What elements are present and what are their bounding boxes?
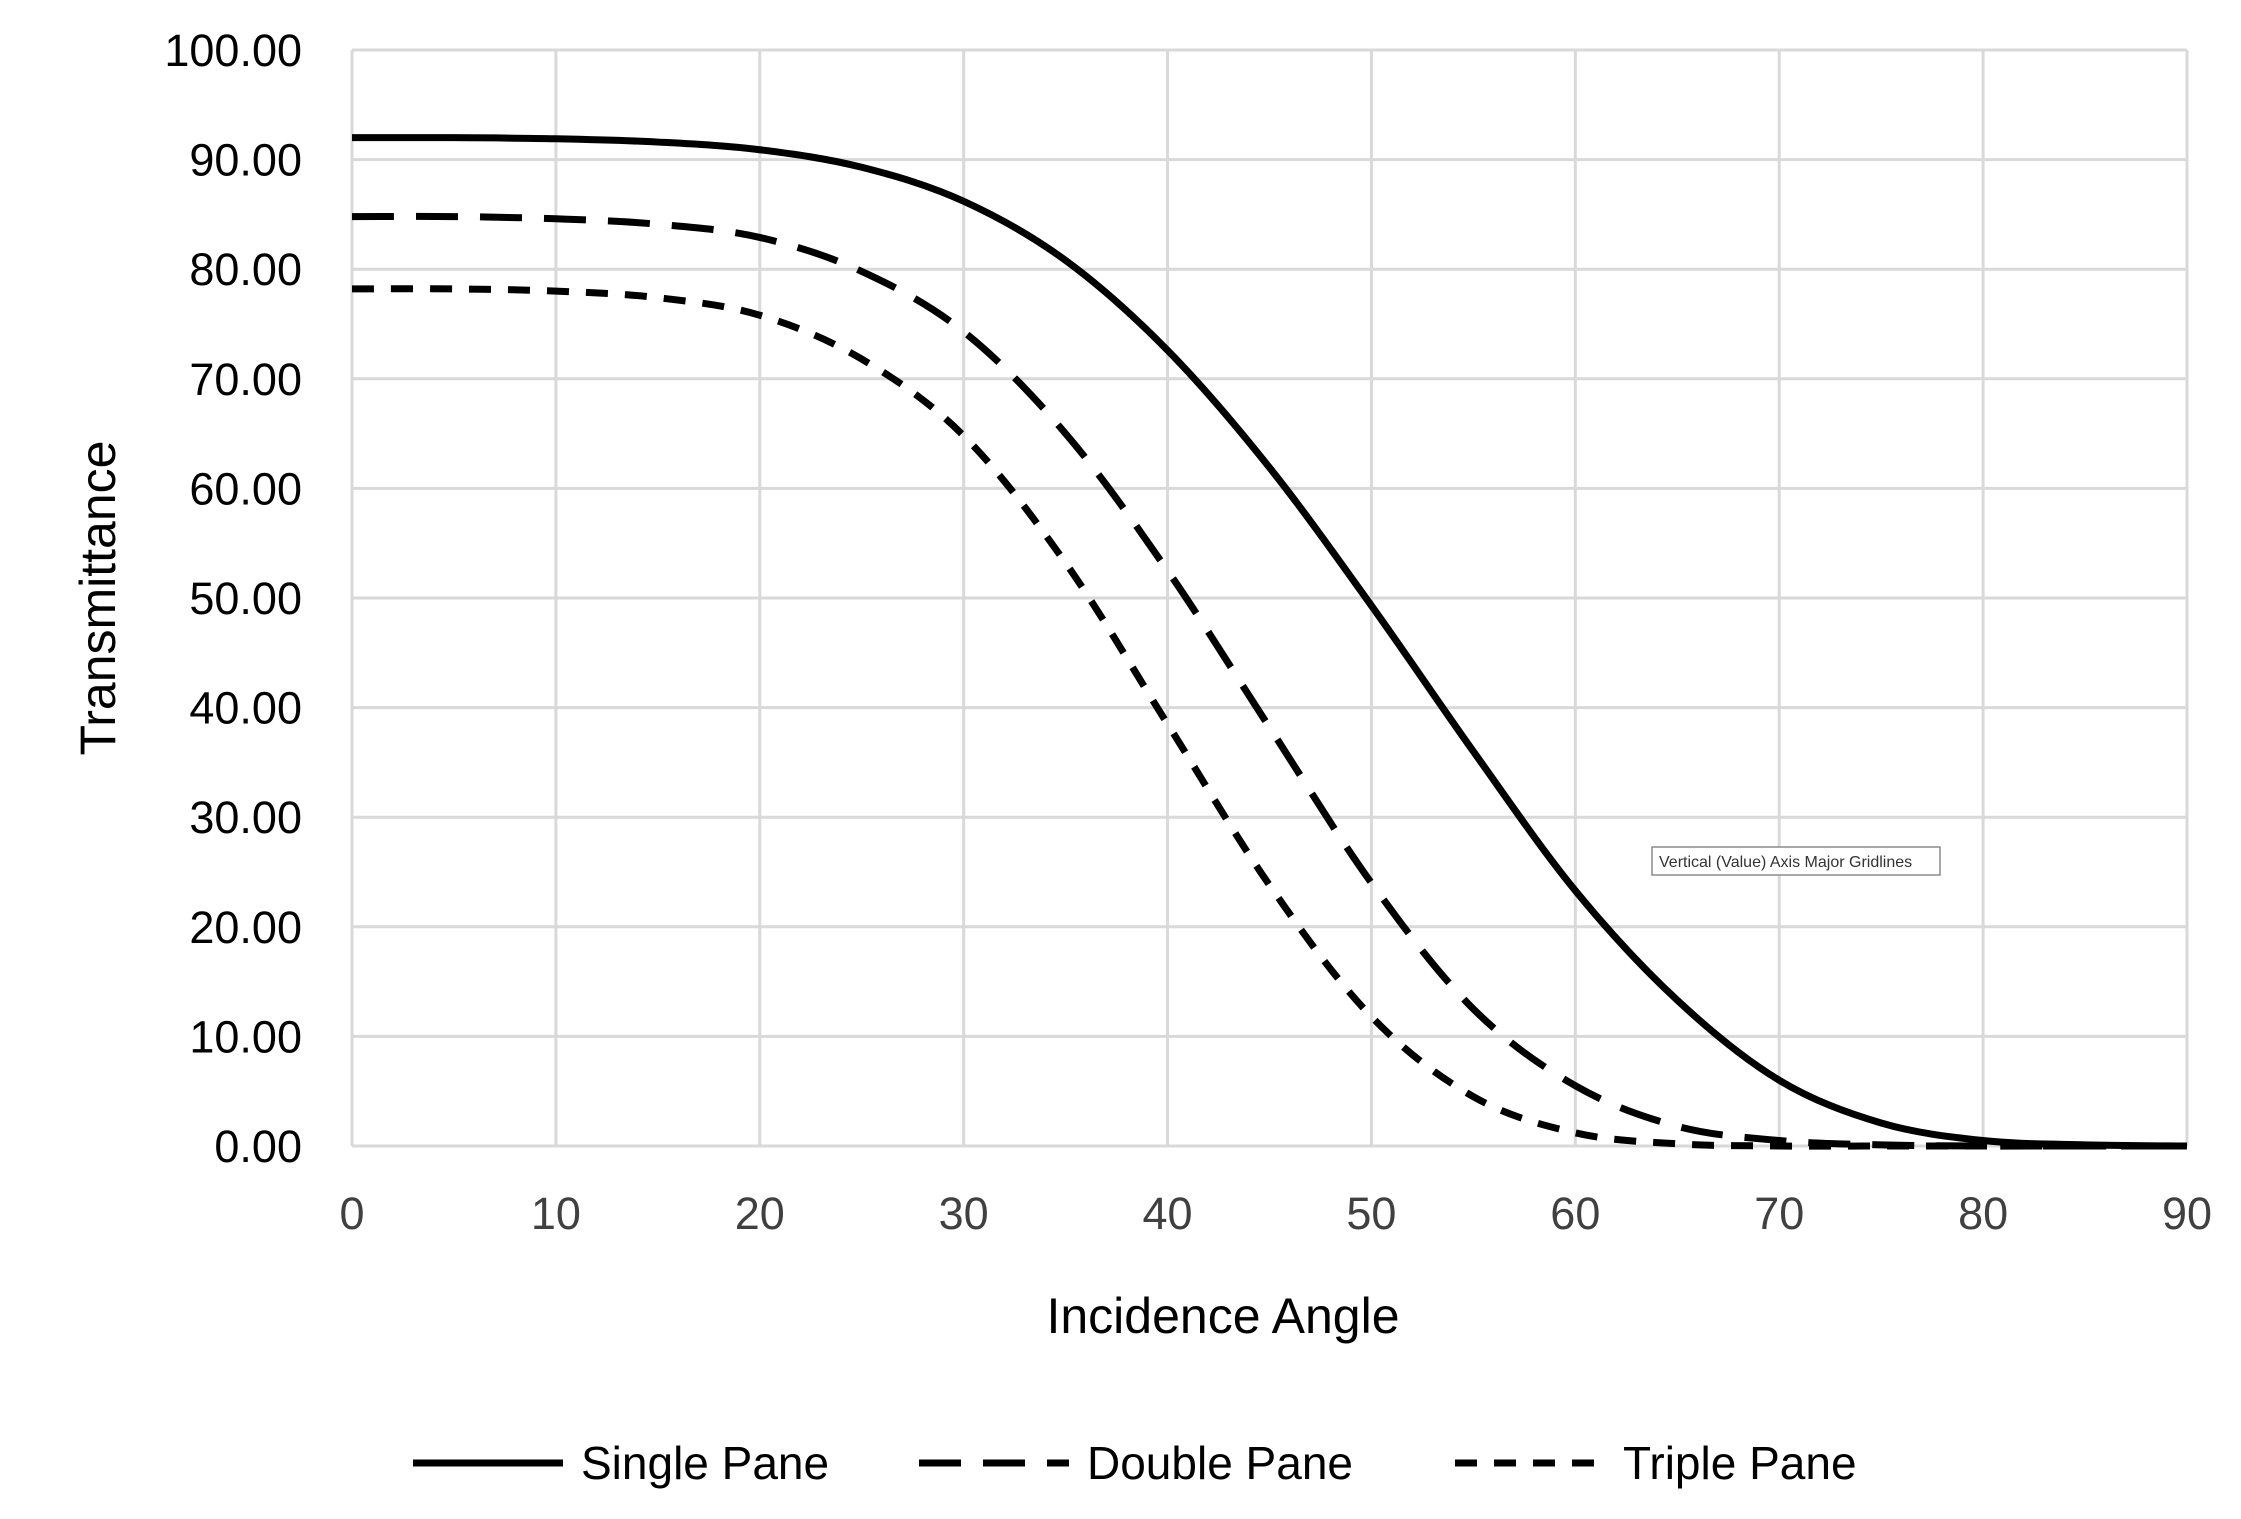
grid-lines bbox=[350, 48, 2189, 1148]
gridlines-tooltip: Vertical (Value) Axis Major Gridlines bbox=[1651, 846, 1941, 876]
tooltip-text: Vertical (Value) Axis Major Gridlines bbox=[1659, 854, 1912, 871]
y-tick-label: 40.00 bbox=[189, 683, 302, 734]
y-tick-label: 90.00 bbox=[189, 135, 302, 186]
x-tick-label: 10 bbox=[531, 1188, 581, 1239]
y-tick-label: 30.00 bbox=[189, 792, 302, 843]
legend: Single Pane Double Pane Triple Pane bbox=[413, 1437, 1857, 1489]
legend-label: Single Pane bbox=[581, 1437, 829, 1489]
y-tick-label: 60.00 bbox=[189, 463, 302, 514]
y-tick-label: 50.00 bbox=[189, 573, 302, 624]
x-tick-label: 0 bbox=[339, 1188, 364, 1239]
series-line-2 bbox=[351, 212, 2187, 1150]
series-line-3 bbox=[351, 285, 2187, 1150]
x-tick-label: 40 bbox=[1143, 1188, 1193, 1239]
legend-label: Double Pane bbox=[1087, 1437, 1353, 1489]
x-tick-label: 80 bbox=[1958, 1188, 2008, 1239]
legend-label: Triple Pane bbox=[1623, 1437, 1857, 1489]
x-tick-label: 30 bbox=[939, 1188, 989, 1239]
y-tick-label: 80.00 bbox=[189, 244, 302, 295]
y-tick-label: 10.00 bbox=[189, 1011, 302, 1062]
x-axis-title: Incidence Angle bbox=[1046, 1288, 1399, 1344]
x-tick-label: 20 bbox=[735, 1188, 785, 1239]
y-tick-label: 70.00 bbox=[189, 354, 302, 405]
y-axis-title: Transmittance bbox=[70, 441, 126, 756]
tooltip-box bbox=[1651, 846, 1941, 876]
series-lines bbox=[351, 134, 2188, 1150]
y-tick-label: 0.00 bbox=[214, 1121, 302, 1172]
x-axis-ticks: 0 10 20 30 40 50 60 70 80 90 bbox=[339, 1188, 2212, 1239]
x-tick-label: 90 bbox=[2162, 1188, 2212, 1239]
y-axis-ticks: 0.00 10.00 20.00 30.00 40.00 50.00 60.00 70.00 8… bbox=[164, 25, 302, 1172]
x-tick-label: 70 bbox=[1754, 1188, 1804, 1239]
x-tick-label: 60 bbox=[1550, 1188, 1600, 1239]
y-tick-label: 20.00 bbox=[189, 902, 302, 953]
y-tick-label: 100.00 bbox=[164, 25, 302, 76]
x-tick-label: 50 bbox=[1346, 1188, 1396, 1239]
series-line-1 bbox=[351, 134, 2188, 1150]
